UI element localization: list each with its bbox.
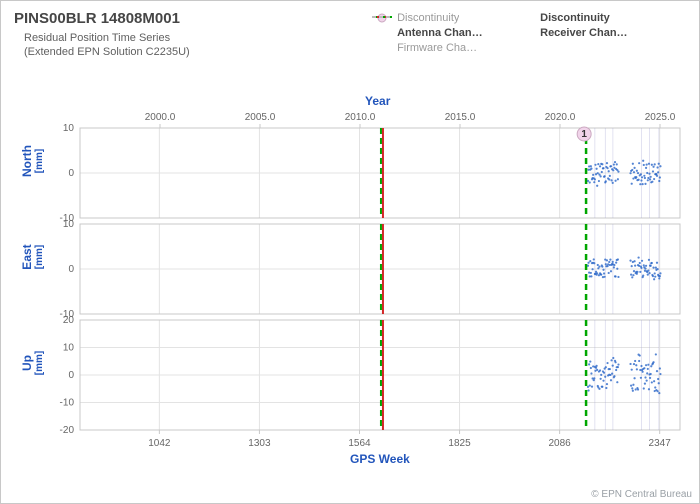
svg-text:10: 10	[63, 123, 75, 134]
svg-text:0: 0	[68, 370, 74, 381]
svg-text:0: 0	[68, 264, 74, 275]
svg-text:-10: -10	[60, 398, 75, 409]
svg-text:2020.0: 2020.0	[545, 112, 576, 123]
svg-text:1564: 1564	[348, 438, 371, 449]
y-axis-label-up: Up[mm]	[20, 323, 45, 403]
svg-text:2010.0: 2010.0	[345, 112, 376, 123]
svg-text:10: 10	[63, 219, 75, 230]
svg-text:20: 20	[63, 315, 75, 326]
svg-text:2015.0: 2015.0	[445, 112, 476, 123]
svg-text:2086: 2086	[548, 438, 571, 449]
svg-text:2005.0: 2005.0	[245, 112, 276, 123]
y-axis-label-east: East[mm]	[20, 217, 45, 297]
credit-text: © EPN Central Bureau	[591, 489, 692, 500]
svg-text:1303: 1303	[248, 438, 271, 449]
svg-text:2025.0: 2025.0	[645, 112, 676, 123]
svg-text:10: 10	[63, 343, 75, 354]
svg-text:1042: 1042	[148, 438, 171, 449]
y-axis-label-north: North[mm]	[20, 121, 45, 201]
svg-text:1825: 1825	[448, 438, 471, 449]
svg-text:-20: -20	[60, 425, 75, 436]
svg-text:1: 1	[581, 129, 587, 140]
svg-text:2347: 2347	[649, 438, 672, 449]
svg-text:2000.0: 2000.0	[145, 112, 176, 123]
svg-text:0: 0	[68, 168, 74, 179]
chart-svg: 2000.0 2005.0 2010.0 2015.0 2020.0 2025.0 -10 0…	[0, 0, 700, 504]
